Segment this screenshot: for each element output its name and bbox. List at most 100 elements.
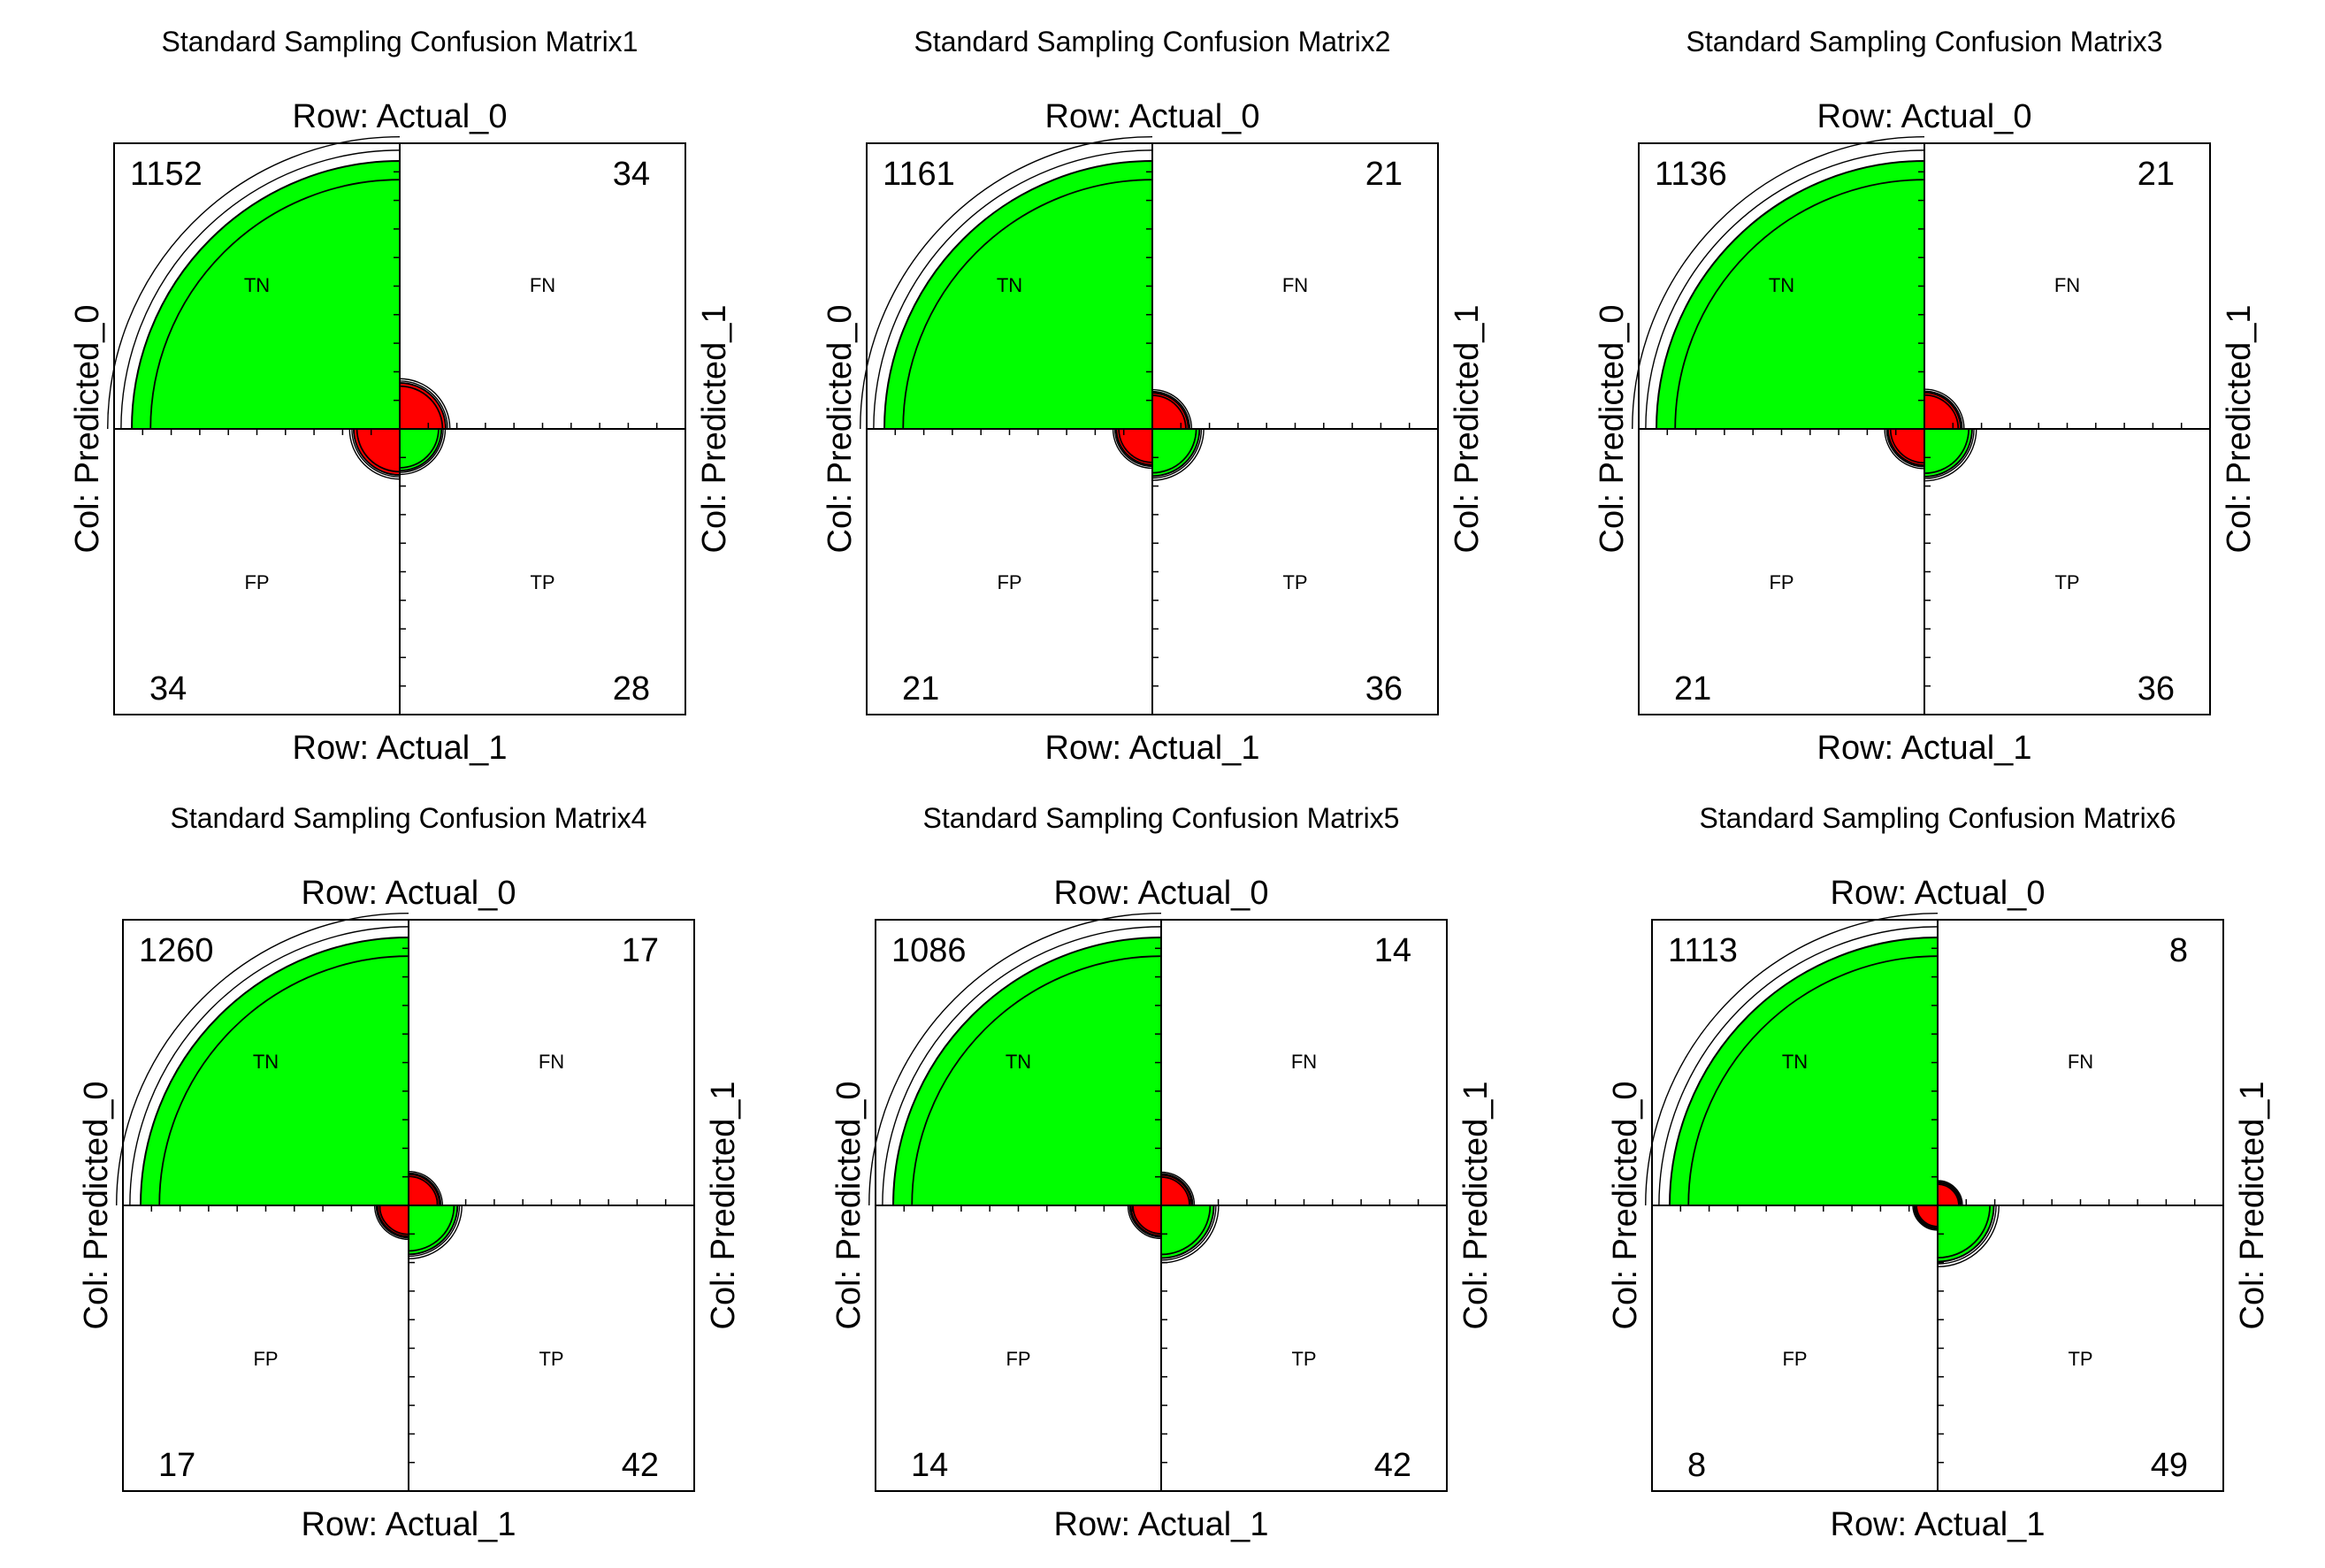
fourfold-panel-2: TN FN FP TP 1161 21 21 36 Standard Sampling Conf… xyxy=(822,26,1486,767)
quadrant-bl xyxy=(1886,428,1925,467)
quadrant-label-tp: TP xyxy=(1291,1348,1316,1370)
count-fn: 17 xyxy=(622,932,659,969)
quadrant-label-tp: TP xyxy=(1282,571,1307,593)
confidence-ring-bl xyxy=(1113,428,1153,468)
confidence-ring-tl xyxy=(1674,179,1925,430)
row-top-label: Row: Actual_0 xyxy=(1054,875,1269,912)
confidence-ring-tr xyxy=(1151,390,1191,430)
quadrant-label-tn: TN xyxy=(1782,1051,1808,1073)
panel-title: Standard Sampling Confusion Matrix6 xyxy=(1700,802,2176,834)
row-bottom-label: Row: Actual_1 xyxy=(1831,1506,2046,1543)
quadrant-bl xyxy=(1115,428,1153,466)
confidence-ring-tr xyxy=(1923,390,1963,430)
col-left-label: Col: Predicted_0 xyxy=(78,1082,115,1330)
quadrant-label-fn: FN xyxy=(1291,1051,1317,1073)
quadrant-label-tn: TN xyxy=(253,1051,279,1073)
quadrant-tr xyxy=(1151,392,1189,430)
count-tp: 42 xyxy=(1374,1447,1411,1484)
col-left-label: Col: Predicted_0 xyxy=(69,305,106,554)
confidence-ring-br xyxy=(1160,1205,1217,1261)
quadrant-label-fn: FN xyxy=(1282,274,1308,296)
count-tp: 28 xyxy=(613,670,650,708)
confidence-ring-tl xyxy=(129,926,409,1206)
fourfold-panel-6: TN FN FP TP 1113 8 8 49 Standard Sampling Confus… xyxy=(1607,802,2271,1543)
quadrant-br xyxy=(1160,1205,1215,1259)
confidence-ring-br xyxy=(1151,428,1197,474)
col-right-label: Col: Predicted_1 xyxy=(1457,1082,1495,1330)
confidence-ring-bl xyxy=(1912,1205,1939,1231)
count-fp: 8 xyxy=(1687,1447,1706,1484)
col-left-label: Col: Predicted_0 xyxy=(1607,1082,1644,1330)
confidence-ring-br xyxy=(408,1205,463,1259)
count-fn: 21 xyxy=(2138,156,2175,193)
confidence-ring-tl xyxy=(860,136,1153,430)
col-right-label: Col: Predicted_1 xyxy=(696,305,733,554)
quadrant-br xyxy=(399,428,443,472)
row-bottom-label: Row: Actual_1 xyxy=(302,1506,516,1543)
count-tn: 1113 xyxy=(1668,932,1738,969)
count-tn: 1152 xyxy=(130,156,203,193)
count-fp: 34 xyxy=(149,670,187,708)
confidence-ring-br xyxy=(1937,1205,1992,1259)
confidence-ring-tr xyxy=(399,380,448,430)
quadrant-label-tp: TP xyxy=(530,571,554,593)
confidence-ring-tr xyxy=(408,1170,444,1206)
count-tn: 1136 xyxy=(1655,156,1727,193)
confidence-ring-br xyxy=(1923,428,1977,482)
count-tn: 1086 xyxy=(891,932,967,969)
quadrant-tr xyxy=(408,1173,441,1206)
confidence-ring-bl xyxy=(1128,1205,1162,1238)
confidence-ring-tl xyxy=(1687,955,1939,1206)
count-tp: 49 xyxy=(2151,1447,2188,1484)
fourfold-panel-4: TN FN FP TP 1260 17 17 42 Standard Sampling Conf… xyxy=(78,802,742,1543)
quadrant-label-tn: TN xyxy=(997,274,1022,296)
quadrant-tl xyxy=(130,159,401,430)
confidence-ring-bl xyxy=(348,428,401,480)
confidence-ring-bl xyxy=(1885,428,1925,468)
confidence-ring-tl xyxy=(107,136,401,430)
count-fp: 21 xyxy=(902,670,939,708)
col-left-label: Col: Predicted_0 xyxy=(1594,305,1631,554)
count-fn: 8 xyxy=(2169,932,2188,969)
quadrant-tl xyxy=(891,936,1162,1206)
quadrant-br xyxy=(1923,428,1973,478)
panel-title: Standard Sampling Confusion Matrix5 xyxy=(923,802,1400,834)
quadrant-tl xyxy=(1668,936,1939,1206)
confidence-ring-br xyxy=(408,1205,455,1252)
row-top-label: Row: Actual_0 xyxy=(302,875,516,912)
confidence-ring-tr xyxy=(408,1172,442,1206)
quadrant-label-fp: FP xyxy=(244,571,269,593)
quadrant-label-tp: TP xyxy=(2068,1348,2092,1370)
fourfold-panel-3: TN FN FP TP 1136 21 21 36 Standard Sampling Conf… xyxy=(1594,26,2258,767)
confidence-ring-bl xyxy=(1884,428,1925,470)
confidence-ring-tl xyxy=(1632,136,1925,430)
confidence-ring-tl xyxy=(120,149,401,430)
confidence-ring-br xyxy=(408,1205,461,1258)
quadrant-label-fp: FP xyxy=(1006,1348,1030,1370)
count-fn: 34 xyxy=(613,156,650,193)
quadrant-tr xyxy=(1937,1182,1962,1206)
confidence-ring-tl xyxy=(873,149,1153,430)
count-tp: 36 xyxy=(2138,670,2175,708)
confidence-ring-tr xyxy=(1937,1180,1963,1206)
col-right-label: Col: Predicted_1 xyxy=(705,1082,742,1330)
col-left-label: Col: Predicted_0 xyxy=(822,305,859,554)
confidence-ring-tl xyxy=(1645,913,1939,1206)
fourfold-panel-5: TN FN FP TP 1086 14 14 42 Standard Sampling Conf… xyxy=(830,802,1495,1543)
col-left-label: Col: Predicted_0 xyxy=(830,1082,868,1330)
quadrant-label-fp: FP xyxy=(253,1348,278,1370)
confidence-ring-br xyxy=(1160,1205,1220,1264)
confidence-ring-br xyxy=(1923,428,1975,479)
confidence-ring-bl xyxy=(1889,428,1925,464)
count-tp: 36 xyxy=(1365,670,1403,708)
confidence-ring-bl xyxy=(1132,1205,1162,1235)
quadrant-label-tn: TN xyxy=(1769,274,1794,296)
quadrant-tl xyxy=(1655,159,1925,430)
confidence-ring-br xyxy=(1151,428,1205,481)
count-tp: 42 xyxy=(622,1447,659,1484)
count-fn: 21 xyxy=(1365,156,1403,193)
quadrant-tl xyxy=(139,936,409,1206)
panel-title: Standard Sampling Confusion Matrix3 xyxy=(1686,26,2163,57)
quadrant-br xyxy=(1937,1205,1995,1263)
